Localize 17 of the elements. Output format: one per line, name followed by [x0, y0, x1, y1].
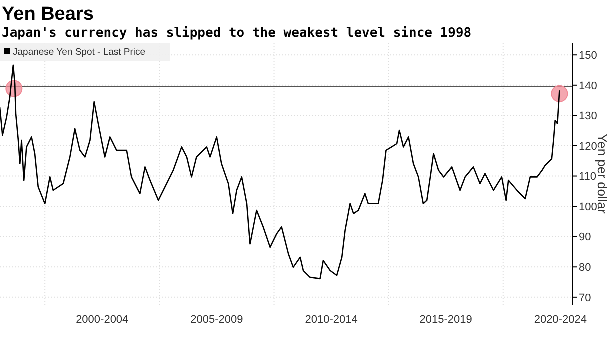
y-tick-label: 130: [579, 110, 598, 123]
x-tick-label: 2010-2014: [305, 314, 358, 326]
chart-subtitle: Japan's currency has slipped to the weakest level since 1998: [2, 26, 472, 41]
y-tick-label: 70: [579, 292, 592, 304]
y-tick-label: 120: [579, 140, 598, 153]
legend-label: Japanese Yen Spot - Last Price: [13, 47, 146, 58]
x-tick-label: 2005-2009: [190, 314, 244, 326]
chart-title: Yen Bears: [2, 4, 94, 25]
y-tick-label: 110: [579, 171, 597, 184]
y-tick-label: 150: [579, 50, 598, 62]
y-tick-label: 90: [579, 232, 592, 244]
y-tick-label: 80: [579, 262, 592, 274]
x-tick-label: 2000-2004: [76, 314, 129, 326]
y-tick-label: 140: [579, 80, 598, 92]
x-tick-label: 2020-2024: [534, 314, 587, 326]
x-tick-label: 2015-2019: [420, 314, 472, 326]
y-tick-label: 100: [579, 201, 598, 214]
